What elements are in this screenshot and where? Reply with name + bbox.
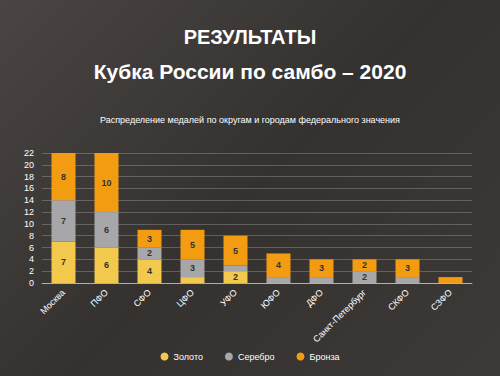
svg-text:Москва: Москва bbox=[38, 287, 67, 316]
svg-text:22: 22 bbox=[24, 148, 34, 158]
svg-text:7: 7 bbox=[61, 216, 66, 226]
svg-text:УФО: УФО bbox=[218, 287, 239, 308]
svg-text:2: 2 bbox=[233, 272, 238, 282]
svg-text:18: 18 bbox=[24, 172, 34, 182]
svg-text:20: 20 bbox=[24, 160, 34, 170]
svg-text:3: 3 bbox=[405, 263, 410, 273]
svg-text:6: 6 bbox=[104, 225, 109, 235]
svg-text:Кубка России по самбо – 2020: Кубка России по самбо – 2020 bbox=[94, 60, 407, 83]
svg-text:ЮФО: ЮФО bbox=[259, 287, 282, 310]
svg-text:6: 6 bbox=[104, 260, 109, 270]
svg-text:7: 7 bbox=[61, 257, 66, 267]
svg-text:3: 3 bbox=[319, 263, 324, 273]
svg-text:0: 0 bbox=[29, 278, 34, 288]
svg-text:2: 2 bbox=[29, 266, 34, 276]
svg-text:2: 2 bbox=[147, 248, 152, 258]
svg-text:10: 10 bbox=[101, 178, 111, 188]
svg-text:Распределение медалей по округ: Распределение медалей по округам и город… bbox=[100, 115, 400, 125]
svg-text:6: 6 bbox=[29, 243, 34, 253]
svg-text:10: 10 bbox=[24, 219, 34, 229]
svg-text:3: 3 bbox=[190, 263, 195, 273]
svg-text:Бронза: Бронза bbox=[309, 352, 339, 362]
svg-text:ПФО: ПФО bbox=[89, 287, 110, 308]
svg-text:16: 16 bbox=[24, 183, 34, 193]
svg-text:12: 12 bbox=[24, 207, 34, 217]
svg-text:СФО: СФО bbox=[132, 287, 153, 308]
svg-text:8: 8 bbox=[29, 231, 34, 241]
svg-text:4: 4 bbox=[29, 254, 34, 264]
svg-text:2: 2 bbox=[362, 260, 367, 270]
svg-text:ДФО: ДФО bbox=[304, 287, 325, 308]
svg-text:СКФО: СКФО bbox=[386, 287, 411, 312]
svg-text:14: 14 bbox=[24, 195, 34, 205]
svg-text:РЕЗУЛЬТАТЫ: РЕЗУЛЬТАТЫ bbox=[184, 26, 317, 48]
svg-text:СЗФО: СЗФО bbox=[429, 287, 454, 312]
svg-text:4: 4 bbox=[276, 260, 281, 270]
svg-text:5: 5 bbox=[190, 240, 195, 250]
svg-text:Серебро: Серебро bbox=[238, 352, 275, 362]
svg-text:2: 2 bbox=[362, 272, 367, 282]
svg-text:ЦФО: ЦФО bbox=[174, 287, 196, 309]
svg-text:Санкт-Петербург: Санкт-Петербург bbox=[311, 287, 368, 344]
svg-text:4: 4 bbox=[147, 266, 152, 276]
svg-text:3: 3 bbox=[147, 234, 152, 244]
svg-text:8: 8 bbox=[61, 172, 66, 182]
svg-text:5: 5 bbox=[233, 246, 238, 256]
svg-text:Золото: Золото bbox=[173, 352, 202, 362]
